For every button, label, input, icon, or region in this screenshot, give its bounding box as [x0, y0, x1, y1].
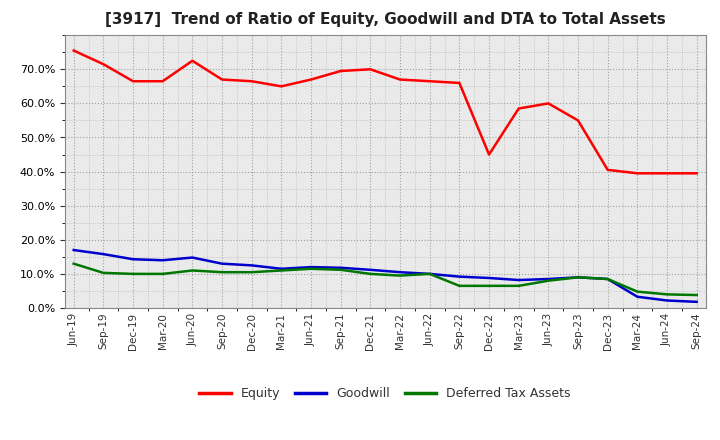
Equity: [396, 77, 405, 82]
Goodwill: [366, 267, 374, 272]
Deferred Tax Assets: [455, 283, 464, 289]
Goodwill: [544, 276, 553, 282]
Equity: [69, 48, 78, 53]
Equity: [662, 171, 671, 176]
Goodwill: [396, 270, 405, 275]
Goodwill: [574, 275, 582, 280]
Goodwill: [336, 265, 345, 271]
Equity: [217, 77, 226, 82]
Goodwill: [514, 277, 523, 282]
Goodwill: [129, 257, 138, 262]
Equity: [188, 58, 197, 63]
Goodwill: [158, 258, 167, 263]
Deferred Tax Assets: [366, 271, 374, 276]
Goodwill: [485, 275, 493, 281]
Line: Goodwill: Goodwill: [73, 250, 697, 302]
Equity: [574, 118, 582, 123]
Deferred Tax Assets: [188, 268, 197, 273]
Goodwill: [455, 274, 464, 279]
Deferred Tax Assets: [485, 283, 493, 289]
Equity: [455, 80, 464, 85]
Deferred Tax Assets: [662, 292, 671, 297]
Deferred Tax Assets: [544, 278, 553, 283]
Goodwill: [307, 264, 315, 270]
Equity: [99, 62, 108, 67]
Deferred Tax Assets: [129, 271, 138, 276]
Deferred Tax Assets: [396, 273, 405, 278]
Goodwill: [188, 255, 197, 260]
Deferred Tax Assets: [426, 271, 434, 276]
Goodwill: [693, 299, 701, 304]
Equity: [336, 68, 345, 73]
Deferred Tax Assets: [69, 261, 78, 266]
Deferred Tax Assets: [693, 293, 701, 298]
Line: Deferred Tax Assets: Deferred Tax Assets: [73, 264, 697, 295]
Legend: Equity, Goodwill, Deferred Tax Assets: Equity, Goodwill, Deferred Tax Assets: [194, 382, 576, 405]
Goodwill: [217, 261, 226, 266]
Title: [3917]  Trend of Ratio of Equity, Goodwill and DTA to Total Assets: [3917] Trend of Ratio of Equity, Goodwil…: [105, 12, 665, 27]
Equity: [603, 167, 612, 172]
Deferred Tax Assets: [277, 268, 286, 273]
Deferred Tax Assets: [574, 275, 582, 280]
Equity: [426, 79, 434, 84]
Equity: [248, 79, 256, 84]
Deferred Tax Assets: [307, 266, 315, 271]
Equity: [366, 66, 374, 72]
Goodwill: [277, 266, 286, 271]
Equity: [307, 77, 315, 82]
Goodwill: [426, 271, 434, 276]
Equity: [693, 171, 701, 176]
Deferred Tax Assets: [158, 271, 167, 276]
Deferred Tax Assets: [336, 267, 345, 272]
Deferred Tax Assets: [514, 283, 523, 289]
Deferred Tax Assets: [217, 270, 226, 275]
Deferred Tax Assets: [603, 276, 612, 282]
Deferred Tax Assets: [248, 270, 256, 275]
Goodwill: [99, 252, 108, 257]
Equity: [277, 84, 286, 89]
Equity: [544, 101, 553, 106]
Equity: [633, 171, 642, 176]
Equity: [485, 152, 493, 157]
Deferred Tax Assets: [633, 289, 642, 294]
Goodwill: [603, 276, 612, 282]
Equity: [129, 79, 138, 84]
Goodwill: [248, 263, 256, 268]
Deferred Tax Assets: [99, 270, 108, 275]
Equity: [514, 106, 523, 111]
Goodwill: [69, 247, 78, 253]
Goodwill: [633, 294, 642, 299]
Equity: [158, 79, 167, 84]
Goodwill: [662, 298, 671, 303]
Line: Equity: Equity: [73, 51, 697, 173]
